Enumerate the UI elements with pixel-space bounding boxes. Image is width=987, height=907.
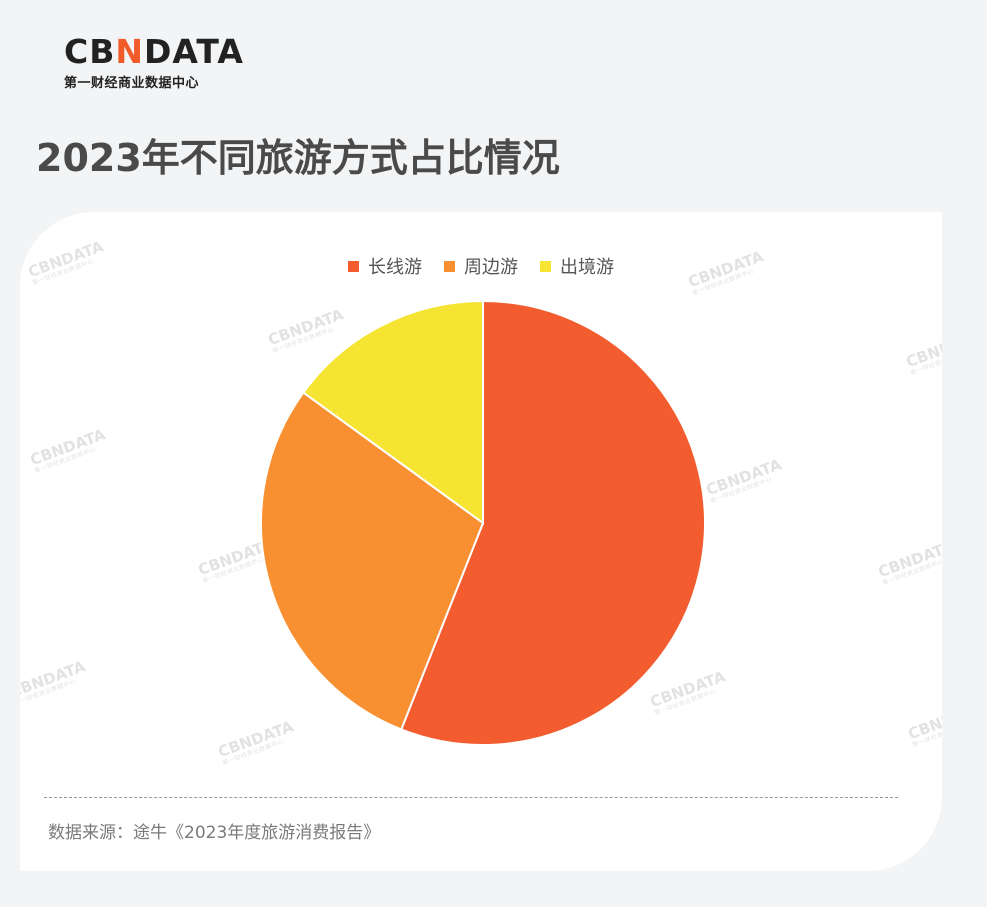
legend-swatch [444,260,455,272]
legend-item: 长线游 [348,253,422,279]
brand-logo: CBNDATA 第一财经商业数据中心 [64,34,254,94]
legend-item: 周边游 [444,253,518,279]
logo-mark: N [115,32,144,71]
logo-wordmark: CBNDATA [64,34,254,70]
source-divider [44,797,898,798]
legend-label: 长线游 [368,257,422,278]
chart-card: CBNDATA 第一财经商业数据中心 CBNDATA 第一财经商业数据中心 CBNDAT… [20,212,942,871]
pie-slice-1 [399,299,706,746]
logo-suffix: DATA [144,32,244,71]
legend-item: 出境游 [540,253,614,279]
legend-swatch [348,260,359,272]
legend-label: 出境游 [560,257,614,278]
chart-legend: 长线游 周边游 出境游 [20,253,942,279]
pie-chart [260,299,706,746]
data-source: 数据来源：途牛《2023年度旅游消费报告》 [48,823,381,843]
legend-swatch [540,260,551,272]
legend-label: 周边游 [464,257,518,278]
page-title: 2023年不同旅游方式占比情况 [36,136,560,180]
pie-slice-3 [302,299,484,525]
logo-subtitle: 第一财经商业数据中心 [64,76,200,91]
pie-slice-2 [260,391,485,731]
logo-prefix: CB [64,32,116,71]
